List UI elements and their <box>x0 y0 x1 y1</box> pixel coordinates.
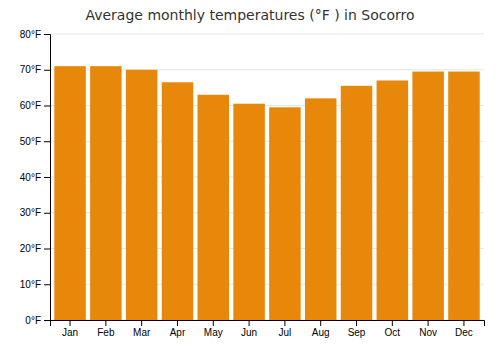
tick-label: Sep <box>348 327 366 338</box>
tick-label: Feb <box>97 327 115 338</box>
tick: Dec <box>455 320 473 338</box>
tick-mark <box>141 320 142 326</box>
bar <box>448 72 480 320</box>
tick-mark <box>392 320 393 326</box>
tick-mark <box>44 177 50 178</box>
bar <box>162 82 194 320</box>
bar <box>377 80 409 320</box>
tick: 80°F <box>20 29 50 40</box>
tick-label: Oct <box>385 327 401 338</box>
tick-label: Apr <box>170 327 186 338</box>
grid-line <box>50 34 484 35</box>
tick: Oct <box>385 320 401 338</box>
tick-mark <box>428 320 429 326</box>
tick: 10°F <box>20 279 50 290</box>
bar <box>269 107 301 320</box>
tick-label: Jan <box>62 327 78 338</box>
tick-label: Mar <box>133 327 151 338</box>
axis-line <box>44 35 51 321</box>
tick-mark <box>177 320 178 326</box>
bar <box>198 95 230 320</box>
title: Average monthly temperatures (°F ) in So… <box>85 7 414 23</box>
tick-label: Jul <box>279 327 292 338</box>
tick-label: 70°F <box>20 64 41 75</box>
tick: Apr <box>170 320 186 338</box>
tick: 40°F <box>20 172 50 183</box>
grid <box>50 34 484 320</box>
tick-mark <box>44 70 50 71</box>
tick-mark <box>105 320 106 326</box>
tick-label: Jun <box>241 327 257 338</box>
tick-mark <box>213 320 214 326</box>
tick: 60°F <box>20 100 50 111</box>
bar <box>90 66 122 320</box>
bars <box>54 66 479 320</box>
tick: Mar <box>133 320 151 338</box>
axis-line <box>51 321 485 327</box>
tick: Jul <box>279 320 292 338</box>
tick-mark <box>70 320 71 326</box>
tick-mark <box>44 106 50 107</box>
plot: 0°F 10°F 20°F 30°F 40°F 50°F 60°F 70°F 80°F Jan Fe… <box>20 29 485 338</box>
tick-mark <box>44 141 50 142</box>
tick-label: 20°F <box>20 243 41 254</box>
tick-mark <box>356 320 357 326</box>
tick-label: Dec <box>455 327 473 338</box>
tick-mark <box>463 320 464 326</box>
tick-label: Nov <box>419 327 437 338</box>
tick-mark <box>44 213 50 214</box>
tick-label: Aug <box>312 327 330 338</box>
tick: Jan <box>62 320 78 338</box>
bar <box>126 70 158 320</box>
bar <box>233 104 265 320</box>
x-axis: Jan Feb Mar Apr May Jun Jul Aug Sep Oct Nov Dec <box>51 320 485 338</box>
tick-label: 80°F <box>20 29 41 40</box>
tick-label: May <box>204 327 223 338</box>
tick: Sep <box>348 320 366 338</box>
tick-label: 30°F <box>20 207 41 218</box>
tick-label: 0°F <box>25 315 41 326</box>
tick: 20°F <box>20 243 50 254</box>
tick-mark <box>44 249 50 250</box>
tick: Aug <box>312 320 330 338</box>
tick-label: 40°F <box>20 172 41 183</box>
tick-mark <box>44 284 50 285</box>
bar <box>412 72 444 320</box>
tick-mark <box>284 320 285 326</box>
tick: 50°F <box>20 136 50 147</box>
tick: 0°F <box>25 315 50 326</box>
tick: May <box>204 320 223 338</box>
tick: Nov <box>419 320 437 338</box>
chart: 0°F 10°F 20°F 30°F 40°F 50°F 60°F 70°F 80°F Jan Fe… <box>0 0 500 350</box>
tick-mark <box>44 320 50 321</box>
tick: 70°F <box>20 64 50 75</box>
bar <box>54 66 86 320</box>
tick: Jun <box>241 320 257 338</box>
tick-label: 10°F <box>20 279 41 290</box>
tick-mark <box>44 34 50 35</box>
bar <box>341 86 373 320</box>
tick-label: 60°F <box>20 100 41 111</box>
bar <box>305 98 337 320</box>
tick-mark <box>320 320 321 326</box>
tick: Feb <box>97 320 115 338</box>
tick-label: 50°F <box>20 136 41 147</box>
tick: 30°F <box>20 207 50 218</box>
y-axis: 0°F 10°F 20°F 30°F 40°F 50°F 60°F 70°F 80°F <box>20 29 51 326</box>
tick-mark <box>249 320 250 326</box>
